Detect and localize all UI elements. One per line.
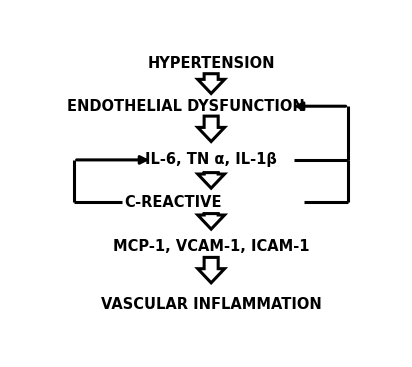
- Text: C-REACTIVE: C-REACTIVE: [124, 195, 222, 210]
- Text: MCP-1, VCAM-1, ICAM-1: MCP-1, VCAM-1, ICAM-1: [113, 239, 309, 254]
- Polygon shape: [198, 74, 225, 94]
- Polygon shape: [198, 214, 225, 229]
- Polygon shape: [198, 257, 225, 283]
- Polygon shape: [198, 116, 225, 142]
- Text: VASCULAR INFLAMMATION: VASCULAR INFLAMMATION: [101, 297, 321, 312]
- Polygon shape: [198, 172, 225, 188]
- Text: ENDOTHELIAL DYSFUNCTION: ENDOTHELIAL DYSFUNCTION: [67, 99, 304, 114]
- Text: IL-6, TN α, IL-1β: IL-6, TN α, IL-1β: [145, 152, 277, 167]
- Text: HYPERTENSION: HYPERTENSION: [147, 56, 275, 71]
